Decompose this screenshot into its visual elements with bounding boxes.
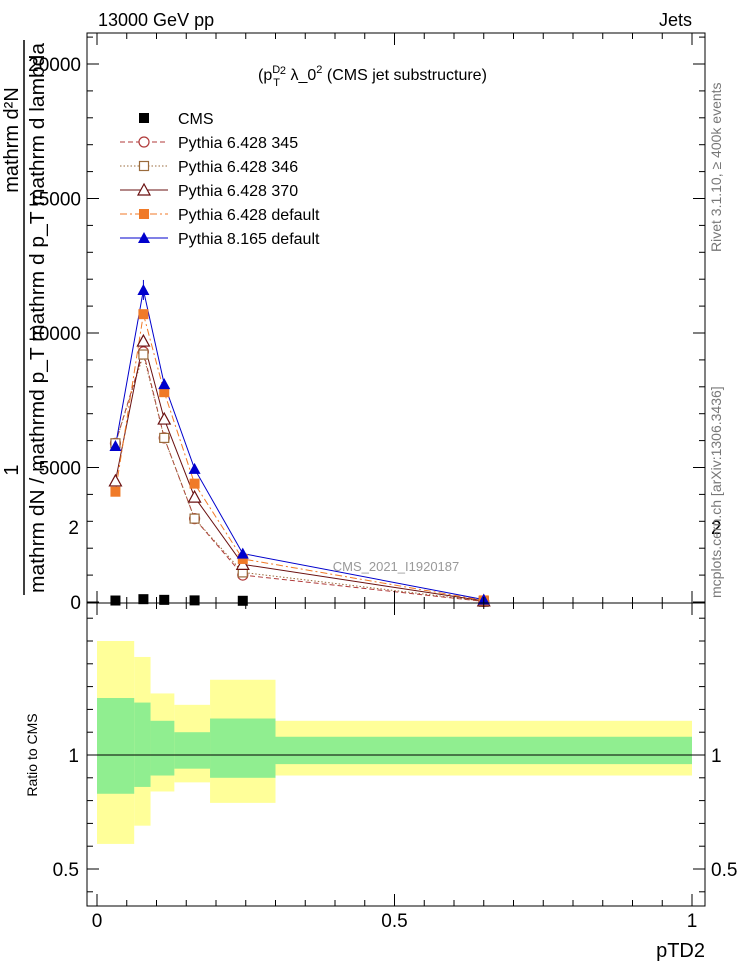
ratio-y-tick-label-right: 1 [711,746,722,767]
data-point [159,432,170,444]
series-markers [108,279,491,608]
data-point [137,283,150,295]
data-point [189,595,200,606]
data-point [108,473,123,487]
axis-ticks: 0 5000 10000 15000 20000 0.5 0.5 1 1 2 2 0 0.5 1 [28,33,737,932]
y-label-line: mathrm d²N [1,87,23,193]
ratio-y-tick-label: 1 [68,746,79,767]
y-tick-label: 5000 [39,459,81,480]
data-point [189,478,200,489]
ratio-stat-band [210,718,276,778]
series-line-3 [114,340,484,602]
analysis-watermark: CMS_2021_I1920187 [333,559,460,574]
x-axis-label: pTD2 [656,940,705,962]
y-label-line: mathrm dN / mathrmd p_T mathrm d p_T mat… [27,42,49,593]
main-y-axis-label: 1 mathrm d²N mathrm dN / mathrmd p_T mathr… [1,40,49,595]
data-point [189,513,200,524]
data-point [187,489,202,503]
data-point [159,387,170,398]
x-tick-label: 0 [92,911,103,932]
ratio-stat-band [275,736,692,765]
y-label-line: 1 [1,464,23,475]
series-line-1 [114,349,484,602]
series-lines [114,289,484,602]
mcplots-source-label: mcplots.cern.ch [arXiv:1306.3436] [708,386,724,598]
data-point [237,553,248,564]
ratio-y-tick-label-right: 0.5 [711,860,737,881]
legend-label: Pythia 6.428 370 [178,183,298,200]
legend-label: Pythia 6.428 345 [178,135,298,152]
legend-marker [138,136,150,148]
rivet-version-label: Rivet 3.1.10, ≥ 400k events [708,82,724,252]
legend-label: Pythia 6.428 346 [178,159,298,176]
y-tick-label: 20000 [28,55,81,76]
x-tick-label: 0.5 [381,911,407,932]
legend-marker [138,232,150,243]
legend-marker [139,209,149,219]
ratio-stat-band [150,720,175,776]
data-point [237,595,248,606]
process-label: Jets [659,10,692,30]
y-tick-label: 0 [70,593,81,614]
data-point [157,411,172,425]
legend-label: Pythia 6.428 default [178,207,320,224]
ratio-uncertainty-bands [97,641,692,844]
energy-label: 13000 GeV pp [98,10,214,30]
ratio-y-tick-label-right: 2 [711,518,722,539]
y-tick-label: 10000 [28,324,81,345]
data-point [136,333,151,347]
series-line-2 [114,352,484,602]
data-point [109,439,122,451]
data-point [236,547,249,559]
legend-label: Pythia 8.165 default [178,231,320,248]
legend-marker [136,182,152,196]
data-point [138,309,149,320]
y-tick-label: 15000 [28,190,81,211]
ratio-stat-band [97,698,135,794]
series-line-5 [114,289,484,601]
data-point [188,462,201,474]
ratio-y-axis-label: Ratio to CMS [24,713,40,796]
data-point [158,378,171,390]
legend: CMS Pythia 6.428 345 Pythia 6.428 346 Pythi… [120,111,320,248]
data-point [159,594,170,605]
plot-title: (pD T2 λ_02 (CMS jet substructure) [258,64,487,89]
series-line-4 [114,314,484,601]
data-point [138,594,149,605]
legend-marker [138,160,150,172]
ratio-y-tick-label: 0.5 [53,860,79,881]
ratio-stat-band [134,702,151,787]
data-point [110,486,121,497]
data-point [138,349,149,360]
legend-label: CMS [178,111,214,128]
ratio-y-tick-label: 2 [68,518,79,539]
ratio-stat-band [174,732,211,769]
x-tick-label: 1 [687,911,698,932]
data-point [110,595,121,606]
legend-marker [139,113,149,123]
